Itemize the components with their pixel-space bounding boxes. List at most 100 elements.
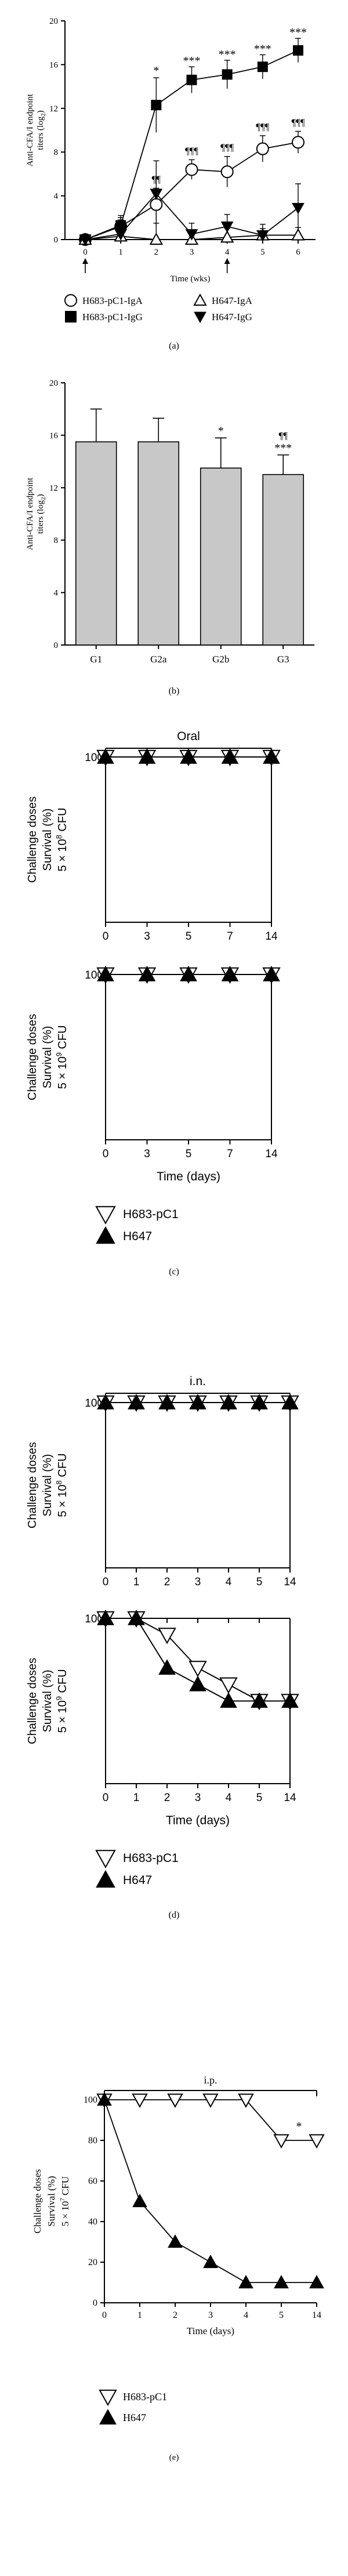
x-tick-label: 14 [265, 1148, 278, 1160]
x-tick-label: 6 [296, 248, 300, 257]
dose-unit: CFU [56, 807, 69, 835]
x-tick-label: 2 [164, 1792, 171, 1804]
data-point-H647 [97, 2092, 112, 2106]
x-tick-label: 3 [195, 1792, 201, 1804]
x-tick-label: 7 [227, 1148, 233, 1160]
significance-mark: *** [289, 26, 307, 39]
significance-mark: * [218, 425, 224, 437]
data-point-H647-IgA [291, 228, 305, 241]
y-axis-label-dose: 5 × 109 CFU [55, 1669, 69, 1733]
x-tick-label: 14 [312, 2310, 321, 2320]
dose-exp: 8 [55, 1480, 63, 1484]
group-label: i.n. [190, 1375, 206, 1388]
data-point-H683-pC1-IgA [150, 198, 163, 211]
x-tick-label: 2 [164, 1576, 171, 1588]
y-tick-label: 8 [54, 148, 59, 157]
data-point-H683-pC1 [309, 2134, 325, 2149]
dose-exp: 7 [59, 2198, 66, 2201]
immunization-arrowhead [224, 258, 230, 264]
y-axis-label-2: titers (log2) [36, 110, 47, 150]
y-tick-label: 20 [88, 2258, 97, 2267]
y-axis-label-2-main: titers (log [36, 500, 45, 534]
legend-label: H647-IgA [212, 295, 253, 306]
bar-G3 [262, 474, 304, 646]
y-axis-label: Survival (%) [41, 809, 54, 871]
legend-marker-H683-pC1 [95, 1206, 116, 1225]
data-point-H647 [132, 2193, 147, 2208]
panel-label: (d) [169, 1910, 180, 1920]
y-axis-label: Challenge doses [32, 2169, 43, 2234]
dose-base: 5 × 10 [60, 2201, 71, 2227]
legend-marker-H647-IgG [194, 311, 206, 324]
data-point-H647-IgG [292, 202, 304, 215]
data-point-H683-pC1-IgG [151, 100, 162, 111]
data-point-H647 [189, 1393, 206, 1410]
y-tick-label: 16 [49, 431, 59, 440]
panel-c-legend: H683-pC1 H647 [95, 1206, 179, 1244]
y-tick-label: 0 [93, 2298, 97, 2308]
x-tick-label: 0 [103, 1792, 109, 1804]
dose-exp: 9 [55, 1696, 63, 1700]
bar-G2b [200, 468, 242, 646]
x-tick-label: 5 [260, 248, 265, 257]
y-axis-label-2-sub: 2 [40, 497, 47, 501]
data-point-H647 [180, 748, 197, 764]
y-tick-label: 16 [49, 60, 59, 70]
data-point-H647 [128, 1609, 145, 1625]
dose-unit: CFU [56, 1669, 69, 1696]
data-point-H683-pC1-IgG [222, 69, 233, 80]
significance-mark: ¶¶¶ [220, 142, 234, 153]
x-tick-label: 4 [226, 1576, 232, 1588]
data-point-H647 [281, 1393, 299, 1410]
data-point-H647 [281, 1692, 299, 1708]
y-axis-label-dose: 5 × 109 CFU [55, 1025, 69, 1089]
dose-exp: 8 [55, 835, 63, 839]
data-point-H683-pC1 [132, 2093, 148, 2108]
x-tick-label: G3 [277, 654, 289, 665]
y-axis-label: Challenge doses [26, 796, 39, 883]
y-tick-label: 4 [54, 589, 59, 598]
y-tick-label: 4 [54, 192, 59, 201]
x-tick-label: 1 [118, 248, 123, 257]
legend-label: H683-pC1-IgG [82, 311, 143, 323]
x-tick-label: 0 [102, 2310, 107, 2320]
y-tick-label: 60 [88, 2176, 97, 2186]
data-point-H683-pC1 [238, 2093, 254, 2108]
y-axis-label-2-end: ) [36, 494, 45, 497]
data-point-H647 [158, 1393, 176, 1410]
data-point-H683-pC1-IgA [292, 136, 304, 149]
x-tick-label: 3 [195, 1576, 201, 1588]
panel-label: (b) [169, 686, 180, 696]
x-axis-label: Time (days) [187, 2325, 234, 2336]
data-point-H647 [128, 1393, 145, 1410]
significance-mark: ¶¶ [152, 173, 161, 184]
data-point-H647 [97, 748, 114, 764]
significance-mark: ¶¶¶ [291, 117, 304, 128]
y-axis-label: Survival (%) [41, 1670, 54, 1733]
data-point-H683-pC1-IgG [293, 45, 303, 56]
y-axis-label: Challenge doses [26, 1442, 39, 1528]
x-axis-label: Time (days) [157, 1170, 220, 1183]
significance-mark: *** [183, 55, 201, 67]
y-axis-label: Challenge doses [26, 1658, 39, 1744]
data-point-H647 [189, 1675, 206, 1691]
data-point-H647 [158, 1659, 176, 1675]
bar-G1 [75, 441, 117, 646]
data-point-H647 [251, 1393, 268, 1410]
significance-mark: ¶¶¶ [185, 145, 198, 156]
y-axis-label: Survival (%) [41, 1454, 54, 1517]
data-point-H647-IgG [256, 230, 269, 242]
data-point-H647 [263, 748, 280, 764]
data-point-H683-pC1-IgG [257, 61, 268, 73]
data-point-H683-pC1 [188, 1661, 207, 1678]
panel-b: 0 4 8 12 16 20 G1 G2a G2b G3 * ¶¶*** (b) [49, 379, 314, 696]
legend-label: H647-IgG [212, 311, 252, 323]
x-tick-label: 4 [226, 1792, 232, 1804]
significance-mark: * [153, 64, 159, 77]
x-tick-label: G2a [150, 654, 167, 665]
panel-d-legend: H683-pC1 H647 [95, 1850, 179, 1888]
